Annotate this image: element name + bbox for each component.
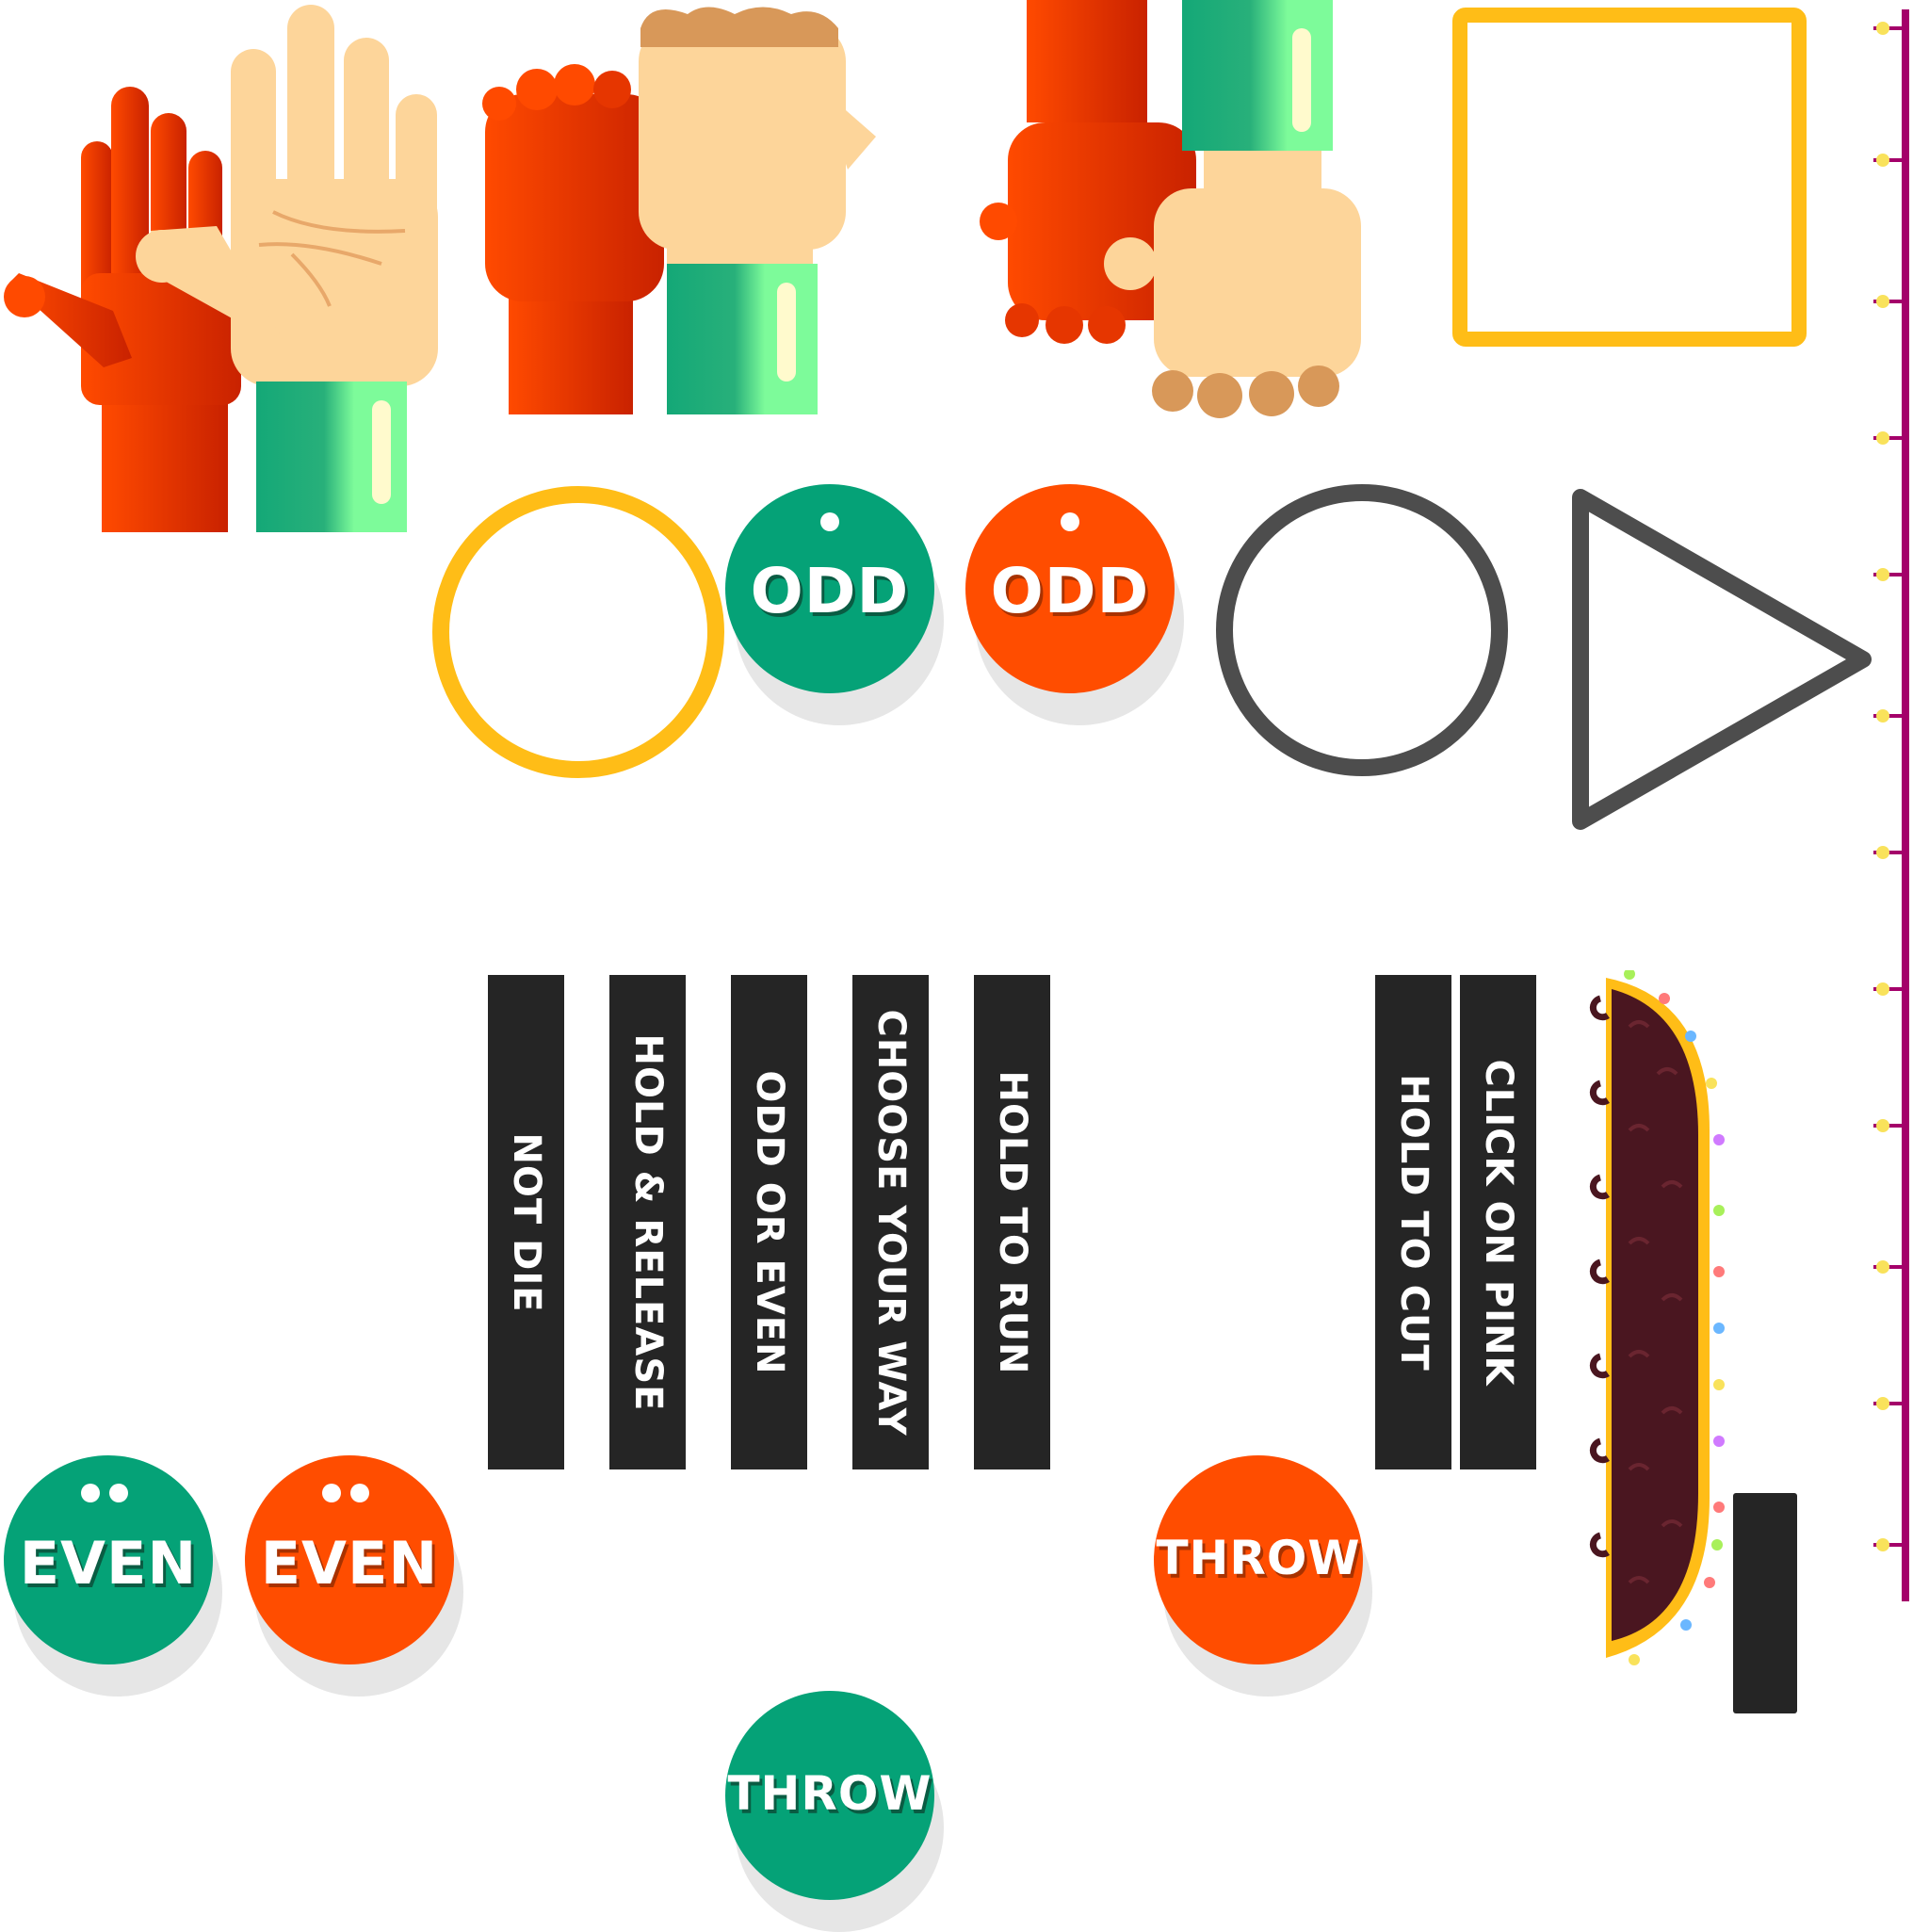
strip-not-die: NOT DIE: [488, 975, 564, 1469]
strip-not-die-text: NOT DIE: [504, 1131, 548, 1313]
fists-icon: [480, 0, 885, 424]
circle-outline-gray-icon: [1215, 483, 1509, 777]
strip-hold-to-cut: HOLD TO CUT: [1375, 975, 1451, 1469]
even-orange-button[interactable]: EVEN: [245, 1455, 463, 1697]
throw-green-button[interactable]: THROW: [725, 1691, 944, 1932]
even-green-button[interactable]: EVEN: [4, 1455, 222, 1697]
strip-hold-release-text: HOLD & RELEASE: [625, 1033, 670, 1411]
even-orange-label: EVEN: [260, 1529, 439, 1598]
odd-orange-button[interactable]: ODD: [965, 484, 1184, 725]
throw-orange-button[interactable]: THROW: [1154, 1455, 1372, 1697]
square-outline-icon: [1452, 8, 1807, 347]
odd-green-label: ODD: [750, 555, 910, 627]
strip-odd-or-even-text: ODD OR EVEN: [747, 1069, 791, 1375]
throw-orange-label: THROW: [1156, 1531, 1361, 1585]
open-hands-icon: [0, 0, 443, 537]
strip-choose-your-way: CHOOSE YOUR WAY: [852, 975, 929, 1469]
taco-board-icon: [1578, 970, 1738, 1667]
circle-outline-yellow-icon: [431, 485, 725, 779]
strip-hold-to-run-text: HOLD TO RUN: [990, 1069, 1034, 1375]
odd-orange-label: ODD: [990, 555, 1150, 627]
strip-odd-or-even: ODD OR EVEN: [731, 975, 807, 1469]
bead-rope-icon: [1870, 9, 1912, 1601]
strip-hold-to-cut-text: HOLD TO CUT: [1391, 1073, 1435, 1372]
triangle-outline-icon: [1564, 480, 1874, 838]
even-green-label: EVEN: [19, 1529, 198, 1598]
strip-hold-release: HOLD & RELEASE: [609, 975, 686, 1469]
grip-hands-icon: [970, 0, 1385, 419]
odd-green-button[interactable]: ODD: [725, 484, 944, 725]
black-bar-block: [1733, 1493, 1797, 1713]
strip-click-on-pink: CLICK ON PINK: [1460, 975, 1536, 1469]
strip-click-on-pink-text: CLICK ON PINK: [1476, 1058, 1520, 1387]
strip-hold-to-run: HOLD TO RUN: [974, 975, 1050, 1469]
throw-green-label: THROW: [727, 1766, 932, 1821]
strip-choose-your-way-text: CHOOSE YOUR WAY: [868, 1008, 913, 1437]
